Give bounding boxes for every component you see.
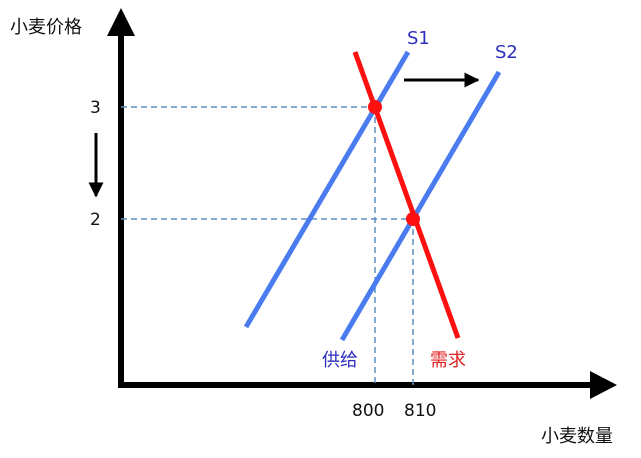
equilibrium-point-2 (406, 212, 420, 226)
y-axis-label: 小麦价格 (10, 17, 82, 38)
demand-curve (352, 51, 461, 339)
tick-price-2: 2 (90, 210, 101, 230)
x-axis-arrowhead (590, 371, 617, 399)
s2-label: S2 (495, 42, 518, 63)
supply-curve-s1 (243, 50, 411, 329)
tick-quantity-810: 810 (404, 401, 436, 421)
y-axis-arrowhead (107, 8, 135, 36)
guide-lines (121, 106, 414, 385)
supply-text-label: 供给 (322, 350, 358, 371)
equilibrium-point-1 (368, 100, 382, 114)
demand-text-label: 需求 (430, 350, 466, 371)
tick-price-3: 3 (90, 98, 101, 118)
tick-quantity-800: 800 (352, 401, 384, 421)
supply-curve-s2 (339, 70, 502, 342)
s1-label: S1 (407, 28, 430, 49)
axes (107, 8, 617, 399)
x-axis-label: 小麦数量 (541, 426, 613, 447)
